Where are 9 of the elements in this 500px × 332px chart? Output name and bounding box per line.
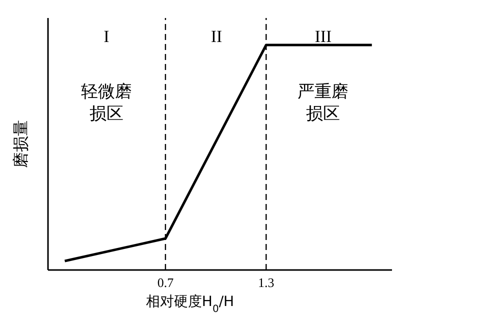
annotation: III [314,26,333,48]
annotation: 轻微磨损区 [80,81,133,125]
x-axis-title: 相对硬度H$_{0}$/H [146,294,234,314]
annotation: II [210,26,224,48]
annotation: 严重磨损区 [296,81,350,125]
y-axis-title: 磨损量 [11,120,30,168]
x-tick-label: 0.7 [157,275,174,290]
annotation: I [102,26,110,48]
x-tick-label: 1.3 [258,275,274,290]
